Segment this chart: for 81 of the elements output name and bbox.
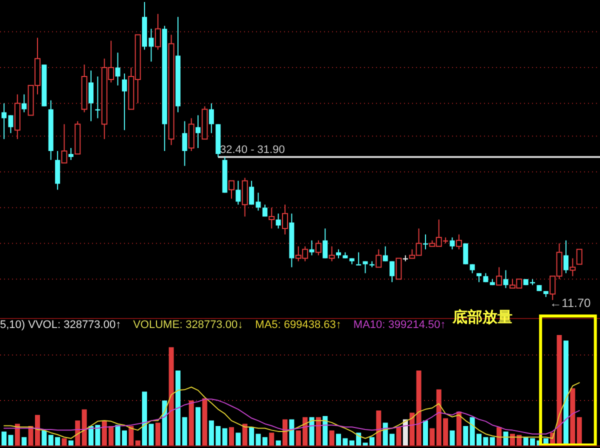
bar bbox=[450, 430, 455, 446]
bar bbox=[416, 370, 422, 446]
candlestick bbox=[236, 180, 241, 206]
candlestick bbox=[396, 258, 402, 280]
candlestick bbox=[376, 248, 382, 268]
bar bbox=[202, 398, 208, 446]
candlestick bbox=[88, 70, 94, 122]
bar bbox=[162, 400, 168, 446]
bar bbox=[168, 347, 174, 446]
bar bbox=[155, 422, 160, 446]
bar bbox=[309, 417, 314, 446]
candlestick bbox=[208, 102, 214, 134]
bar bbox=[188, 400, 194, 446]
bar bbox=[322, 416, 328, 446]
candlestick bbox=[268, 207, 275, 229]
text: 5,10) VVOL: 328773.00↑ bbox=[0, 319, 122, 331]
candlestick bbox=[570, 258, 576, 277]
candlestick bbox=[390, 260, 395, 283]
candlestick bbox=[55, 150, 60, 190]
bar bbox=[42, 430, 47, 446]
candlestick bbox=[322, 228, 328, 259]
bar bbox=[249, 427, 254, 446]
bar bbox=[222, 428, 228, 446]
candlestick bbox=[182, 120, 188, 166]
text: 底部放量 bbox=[452, 308, 513, 326]
bar bbox=[269, 432, 274, 446]
bar bbox=[128, 426, 134, 446]
candlestick bbox=[154, 13, 161, 50]
candlestick bbox=[196, 114, 201, 149]
candlestick bbox=[328, 246, 335, 262]
bar bbox=[496, 427, 502, 446]
bar bbox=[430, 428, 435, 446]
bar bbox=[276, 440, 281, 446]
candlestick bbox=[382, 246, 388, 262]
bar bbox=[422, 420, 428, 446]
bar bbox=[410, 412, 415, 446]
bar bbox=[396, 427, 402, 446]
candlestick bbox=[450, 236, 455, 250]
bar bbox=[242, 424, 248, 446]
candlestick bbox=[242, 177, 248, 218]
candlestick bbox=[122, 73, 127, 131]
bar bbox=[316, 417, 321, 446]
candlestick bbox=[456, 234, 462, 250]
annotation: ←11.70 bbox=[550, 296, 592, 310]
bar bbox=[463, 426, 468, 446]
bar bbox=[456, 412, 462, 446]
candlestick bbox=[249, 180, 254, 206]
candlestick bbox=[315, 240, 322, 256]
candlestick bbox=[22, 94, 27, 113]
candlestick bbox=[356, 252, 362, 266]
candlestick bbox=[503, 270, 508, 289]
bar bbox=[228, 427, 234, 446]
bar bbox=[236, 432, 241, 446]
bar bbox=[289, 419, 294, 446]
candlestick bbox=[496, 266, 502, 286]
bar bbox=[282, 419, 288, 446]
bar bbox=[490, 437, 495, 446]
annotation: 32.40 - 31.90 bbox=[220, 144, 285, 156]
candlestick bbox=[309, 240, 314, 256]
bar bbox=[22, 437, 27, 446]
bar bbox=[329, 430, 334, 446]
bar bbox=[503, 432, 508, 446]
candlestick bbox=[256, 192, 261, 212]
bar bbox=[68, 440, 74, 446]
text: MA10: 399214.50↑ bbox=[353, 319, 446, 331]
text: MA5: 699438.63↑ bbox=[255, 319, 342, 331]
candlestick bbox=[68, 148, 74, 160]
candlestick bbox=[276, 213, 281, 229]
candlestick bbox=[61, 124, 68, 164]
candlestick bbox=[282, 204, 288, 235]
bar bbox=[135, 440, 140, 446]
bar bbox=[196, 407, 201, 446]
candlestick bbox=[188, 118, 194, 152]
candlestick bbox=[563, 240, 568, 274]
bar bbox=[62, 438, 67, 446]
bar bbox=[82, 409, 87, 446]
candlestick bbox=[576, 248, 582, 265]
bar bbox=[376, 410, 382, 446]
candlestick bbox=[115, 52, 120, 86]
text: VOLUME: 328773.00↓ bbox=[133, 319, 244, 331]
candlestick bbox=[228, 180, 234, 200]
